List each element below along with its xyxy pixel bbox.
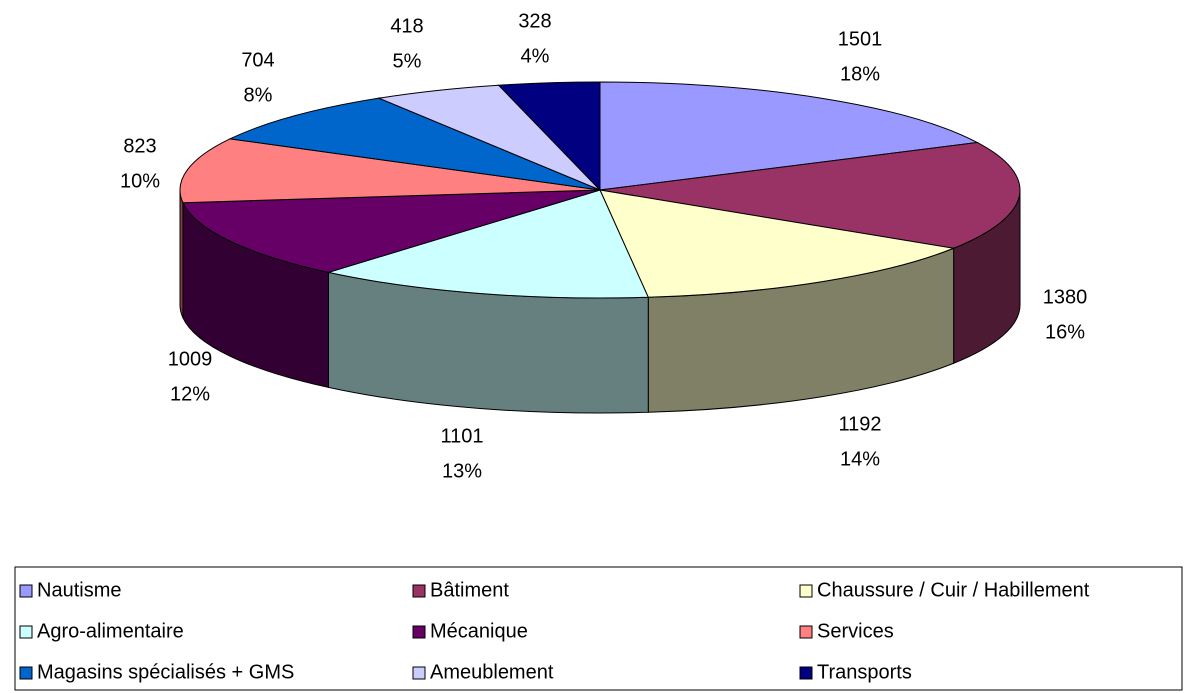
legend-swatch — [799, 584, 813, 598]
legend-swatch — [412, 625, 426, 639]
value-label: 1380 — [1043, 286, 1088, 308]
value-label: 1101 — [440, 425, 483, 447]
value-label: 823 — [123, 135, 156, 157]
legend-label: Magasins spécialisés + GMS — [37, 661, 294, 683]
legend-swatch — [412, 666, 426, 680]
legend-label: Chaussure / Cuir / Habillement — [817, 579, 1090, 601]
legend-swatch — [412, 584, 426, 598]
legend-label: Nautisme — [37, 579, 121, 601]
slice — [228, 97, 601, 191]
value-label: 1192 — [838, 413, 881, 435]
value-label: 704 — [241, 49, 274, 71]
legend-swatch — [19, 625, 33, 639]
percent-label: 16% — [1045, 321, 1085, 343]
percent-label: 8% — [244, 84, 273, 106]
legend-swatch — [799, 666, 813, 680]
legend-swatch — [799, 625, 813, 639]
percent-label: 5% — [393, 50, 422, 72]
slice — [599, 81, 979, 191]
percent-label: 12% — [170, 383, 210, 405]
percent-label: 4% — [521, 45, 550, 67]
legend-label: Mécanique — [430, 620, 528, 642]
slice-side — [179, 189, 184, 318]
legend-swatch — [19, 666, 33, 680]
slice — [179, 138, 601, 204]
slice — [497, 81, 601, 192]
percent-label: 18% — [840, 63, 880, 85]
value-label: 1009 — [168, 348, 213, 370]
value-label: 418 — [390, 15, 423, 37]
percent-label: 14% — [840, 448, 880, 470]
legend-label: Bâtiment — [430, 579, 509, 601]
legend-label: Agro-alimentaire — [37, 620, 184, 642]
value-label: 328 — [518, 10, 551, 32]
legend-box — [14, 566, 1183, 691]
percent-label: 13% — [442, 460, 482, 482]
slice — [599, 189, 956, 298]
legend-label: Transports — [817, 661, 912, 683]
legend-label: Services — [817, 620, 894, 642]
value-label: 1501 — [838, 28, 883, 50]
percent-label: 10% — [120, 170, 160, 192]
slice — [599, 141, 1021, 249]
slice — [326, 189, 650, 299]
slice — [182, 189, 601, 273]
legend-label: Ameublement — [430, 661, 554, 683]
legend-swatch — [19, 584, 33, 598]
